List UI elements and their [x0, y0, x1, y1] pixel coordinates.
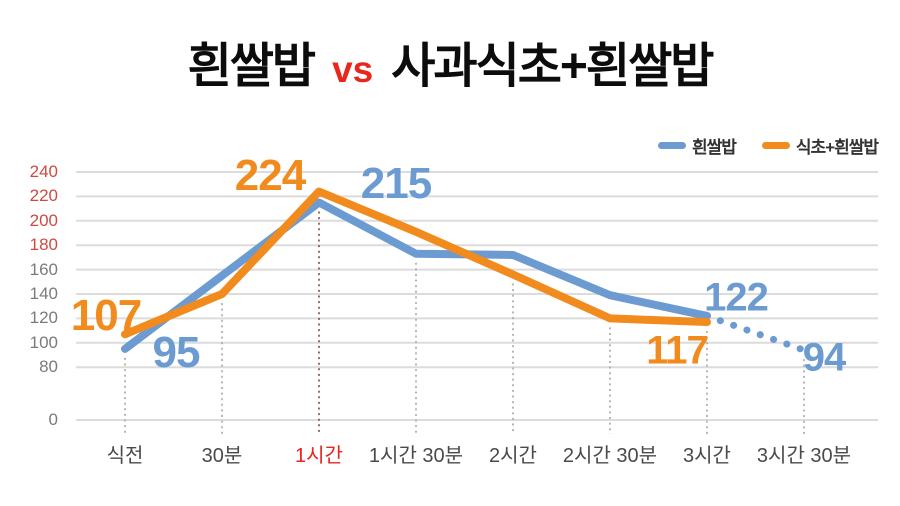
page-title: 흰쌀밥 vs 사과식초+흰쌀밥: [0, 26, 900, 96]
x-tick-label-6: 3시간: [683, 445, 731, 467]
x-tick-label-4: 2시간: [489, 445, 537, 467]
x-tick-label-3: 1시간 30분: [368, 445, 464, 467]
data-label-224: 224: [234, 151, 306, 200]
legend-swatch-rice: [657, 142, 686, 149]
legend-item-vinegar-rice: 식초+흰쌀밥: [761, 133, 879, 158]
data-label-107: 107: [70, 291, 142, 340]
legend: 흰쌀밥 식초+흰쌀밥: [657, 133, 879, 158]
y-tick-label-200: 200: [29, 210, 58, 230]
series-line-1: [121, 187, 711, 339]
data-label-122: 122: [704, 275, 769, 320]
x-tick-label-0: 식전: [106, 445, 144, 467]
x-tick-label-5: 2시간 30분: [562, 445, 658, 467]
x-tick-label-7: 3시간 30분: [756, 445, 852, 467]
y-tick-label-120: 120: [29, 308, 58, 328]
title-left: 흰쌀밥: [187, 40, 316, 93]
data-label-117: 117: [646, 328, 709, 373]
y-tick-label-0: 0: [48, 410, 58, 429]
data-label-215: 215: [360, 159, 432, 208]
data-label-94: 94: [802, 335, 846, 380]
title-vs: vs: [332, 49, 374, 90]
title-right: 사과식초+흰쌀밥: [391, 40, 714, 93]
legend-swatch-vinegar-rice: [761, 142, 790, 149]
legend-label-rice: 흰쌀밥: [691, 138, 737, 157]
y-tick-label-240: 240: [29, 162, 58, 181]
series-line-dotted-0: [703, 312, 808, 354]
y-tick-label-100: 100: [29, 332, 58, 352]
series-line-0: [121, 198, 711, 353]
data-label-95: 95: [152, 328, 201, 377]
x-tick-label-2: 1시간: [295, 445, 343, 467]
y-tick-label-160: 160: [29, 259, 58, 279]
y-tick-label-140: 140: [29, 284, 58, 303]
y-tick-label-220: 220: [29, 186, 58, 206]
x-tick-label-1: 30분: [201, 445, 243, 467]
legend-label-vinegar-rice: 식초+흰쌀밥: [795, 138, 879, 157]
legend-item-rice: 흰쌀밥: [657, 133, 737, 158]
y-tick-label-180: 180: [29, 235, 58, 255]
y-tick-label-80: 80: [39, 357, 58, 377]
